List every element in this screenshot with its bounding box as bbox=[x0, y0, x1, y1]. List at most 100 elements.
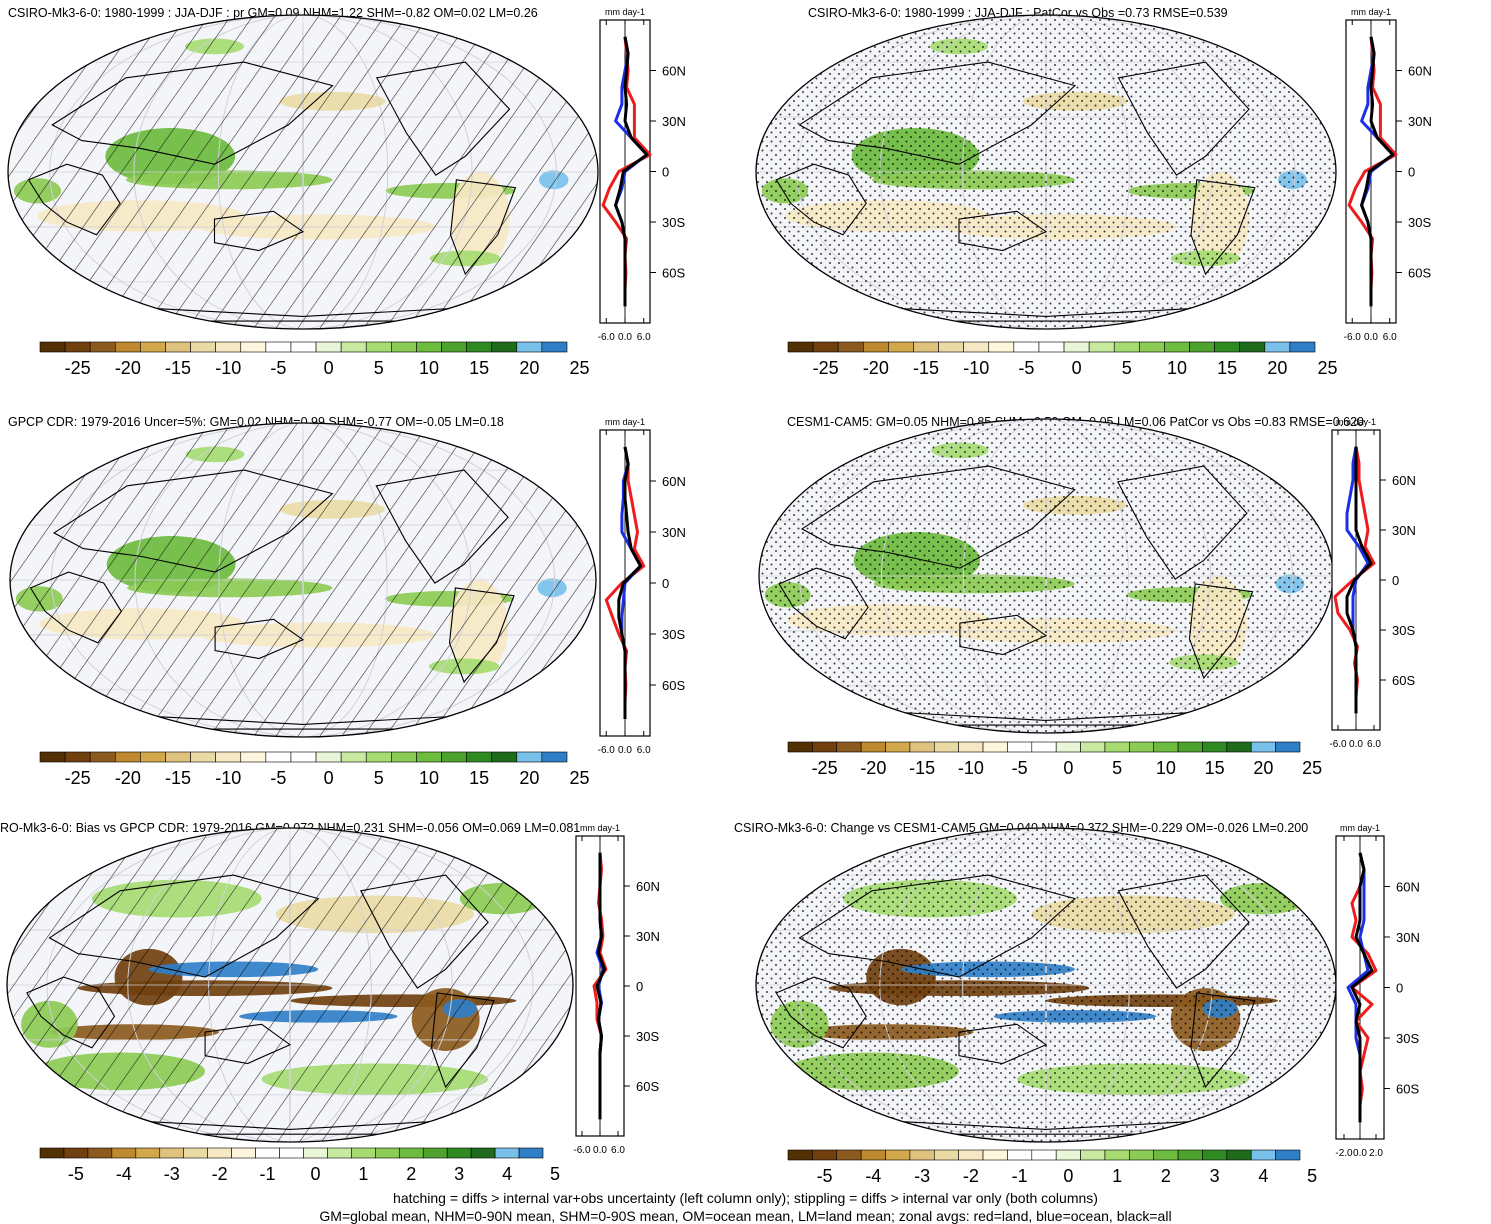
colorbar-tick-label: 5 bbox=[1122, 358, 1132, 378]
colorbar-cell bbox=[1202, 1149, 1228, 1161]
colorbar-cell bbox=[1226, 1149, 1252, 1161]
colorbar-cell bbox=[1139, 341, 1165, 353]
colorbar-cell bbox=[315, 341, 342, 353]
colorbar-cell bbox=[470, 1147, 496, 1159]
colorbar-cell bbox=[63, 1147, 89, 1159]
y-tick-label: 60N bbox=[1392, 473, 1416, 488]
colorbar-tick-label: -5 bbox=[1018, 358, 1034, 378]
colorbar-tick-label: -1 bbox=[1012, 1166, 1028, 1186]
y-tick-label: 30N bbox=[662, 525, 686, 540]
y-tick-label: 0 bbox=[1408, 165, 1415, 180]
unit-label: mm day-1 bbox=[605, 7, 645, 17]
zonal-mean-plot: -2.0 0.0 2.0 mm day-1 60N 30N 0 30S 60S bbox=[1335, 823, 1419, 1159]
colorbar-cell bbox=[340, 341, 367, 353]
colorbar-cell bbox=[416, 341, 442, 353]
colorbar-tick-label: 20 bbox=[519, 358, 539, 378]
x-tick-label: -6.0 bbox=[1329, 739, 1347, 750]
x-tick-label: -6.0 bbox=[598, 745, 616, 756]
colorbar-cell bbox=[1289, 341, 1316, 353]
colorbar-tick-label: -3 bbox=[164, 1164, 180, 1184]
colorbar-cell bbox=[933, 1149, 959, 1161]
colorbar: -5 -4 -3 -2 -1 0 1 2 3 4 5 bbox=[39, 1147, 560, 1184]
colorbar-cell bbox=[279, 1147, 304, 1159]
colorbar-tick-label: -15 bbox=[165, 768, 191, 788]
map-body bbox=[756, 828, 1336, 1142]
colorbar-cell bbox=[39, 751, 66, 763]
colorbar-cell bbox=[1031, 741, 1057, 753]
colorbar-tick-label: 15 bbox=[469, 358, 489, 378]
y-tick-label: 30S bbox=[1408, 215, 1431, 230]
map-body bbox=[759, 419, 1333, 733]
zonal-line-all bbox=[1360, 36, 1395, 307]
colorbar-cell bbox=[466, 751, 493, 763]
y-tick-label: 60S bbox=[1392, 673, 1415, 688]
zonal-mean-plot: -6.0 0.0 6.0 mm day-1 60N 30N 0 30S 60S bbox=[1329, 417, 1415, 750]
zonal-mean-plot: -6.0 0.0 6.0 mm day-1 60N 30N 0 30S 60S bbox=[573, 823, 659, 1156]
y-tick-label: 0 bbox=[662, 165, 669, 180]
colorbar-cell bbox=[1202, 741, 1228, 753]
colorbar-tick-label: -4 bbox=[116, 1164, 132, 1184]
colorbar-tick-label: -25 bbox=[65, 768, 91, 788]
colorbar-cell bbox=[1104, 1149, 1130, 1161]
colorbar-cell bbox=[1275, 1149, 1301, 1161]
zonal-line-all bbox=[617, 446, 643, 719]
colorbar-cell bbox=[787, 341, 814, 353]
colorbar-tick-label: 10 bbox=[1156, 758, 1176, 778]
x-tick-label: -6.0 bbox=[1344, 332, 1362, 343]
zonal-mean-plot: -6.0 0.0 6.0 mm day-1 60N 30N 0 30S 60S bbox=[1344, 7, 1432, 343]
colorbar-tick-label: -10 bbox=[963, 358, 989, 378]
y-tick-label: 60S bbox=[662, 678, 685, 693]
x-tick-label: 0.0 bbox=[618, 332, 632, 343]
colorbar-tick-label: -10 bbox=[958, 758, 984, 778]
colorbar-tick-label: -5 bbox=[68, 1164, 84, 1184]
colorbar-tick-label: 10 bbox=[419, 358, 439, 378]
panel-6: CSIRO-Mk3-6-0: Change vs CESM1-CAM5 GM=0… bbox=[734, 821, 1420, 1186]
y-tick-label: 0 bbox=[636, 979, 643, 994]
colorbar-cell bbox=[1031, 1149, 1057, 1161]
colorbar-cell bbox=[1153, 741, 1179, 753]
hatching-overlay bbox=[10, 423, 596, 737]
colorbar-tick-label: 20 bbox=[519, 768, 539, 788]
colorbar-cell bbox=[1275, 741, 1301, 753]
colorbar-cell bbox=[1013, 341, 1040, 353]
colorbar-cell bbox=[812, 341, 839, 353]
colorbar-cell bbox=[365, 751, 392, 763]
hatching-overlay bbox=[8, 15, 598, 329]
colorbar-cell bbox=[1007, 741, 1033, 753]
colorbar-tick-label: 2 bbox=[1161, 1166, 1171, 1186]
colorbar-cell bbox=[140, 751, 166, 763]
y-tick-label: 60S bbox=[636, 1079, 659, 1094]
map-body bbox=[10, 423, 596, 737]
x-tick-label: 2.0 bbox=[1369, 1148, 1383, 1159]
colorbar-cell bbox=[441, 751, 467, 763]
colorbar-tick-label: 5 bbox=[1307, 1166, 1317, 1186]
figure: CSIRO-Mk3-6-0: 1980-1999 : JJA-DJF : pr … bbox=[0, 6, 1432, 1186]
colorbar-cell bbox=[89, 751, 116, 763]
y-tick-label: 60N bbox=[1396, 880, 1420, 895]
colorbar-tick-label: 5 bbox=[550, 1164, 560, 1184]
colorbar-tick-label: 25 bbox=[570, 768, 590, 788]
colorbar-cell bbox=[494, 1147, 520, 1159]
colorbar-tick-label: 15 bbox=[1217, 358, 1237, 378]
colorbar-cell bbox=[1080, 741, 1106, 753]
colorbar-tick-label: 3 bbox=[454, 1164, 464, 1184]
x-tick-label: 0.0 bbox=[1349, 739, 1363, 750]
unit-label: mm day-1 bbox=[1336, 417, 1376, 427]
zonal-line-all bbox=[1350, 852, 1374, 1123]
colorbar-cell bbox=[340, 751, 367, 763]
colorbar-tick-label: 0 bbox=[324, 768, 334, 788]
colorbar: -25 -20 -15 -10 -5 0 5 10 15 20 25 bbox=[787, 741, 1322, 778]
colorbar-cell bbox=[240, 341, 267, 353]
colorbar-cell bbox=[963, 341, 990, 353]
colorbar-tick-label: -2 bbox=[212, 1164, 228, 1184]
colorbar-cell bbox=[215, 751, 242, 763]
colorbar-tick-label: -1 bbox=[260, 1164, 276, 1184]
y-tick-label: 30N bbox=[636, 929, 660, 944]
colorbar-cell bbox=[938, 341, 964, 353]
colorbar-cell bbox=[165, 751, 191, 763]
y-tick-label: 30S bbox=[662, 215, 685, 230]
y-tick-label: 30N bbox=[1396, 930, 1420, 945]
x-tick-label: 6.0 bbox=[1383, 332, 1397, 343]
colorbar-cell bbox=[303, 1147, 328, 1159]
colorbar-cell bbox=[1189, 341, 1215, 353]
